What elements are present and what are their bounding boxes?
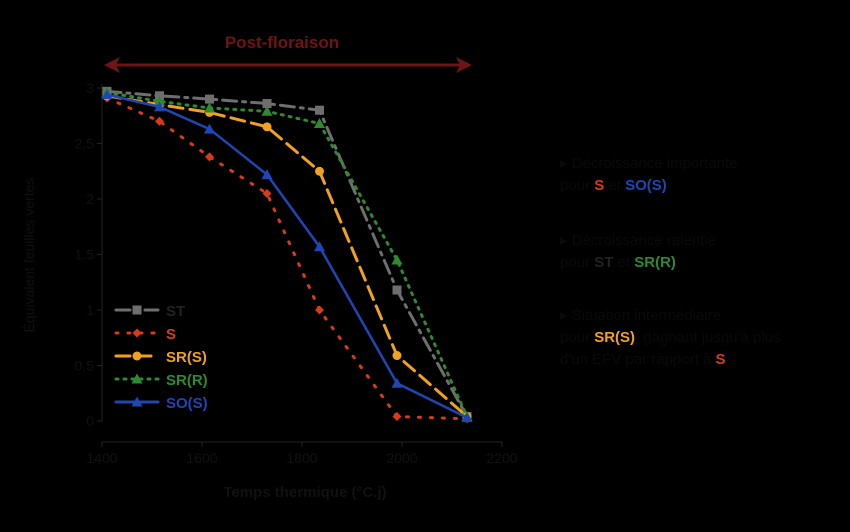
caret-right-icon: ▸	[560, 155, 568, 172]
data-point	[205, 94, 214, 104]
data-point	[391, 377, 403, 388]
x-tick-label: 2200	[486, 450, 517, 466]
series-sr-r-	[101, 86, 473, 422]
annotation-3-line2: pour SR(S), gagnant jusqu'à plus	[560, 327, 781, 349]
legend-label: ST	[166, 303, 185, 320]
data-point	[205, 152, 214, 162]
data-point	[314, 118, 325, 129]
data-point	[131, 373, 143, 384]
legend-item: SR(R)	[114, 372, 208, 389]
data-point	[461, 412, 473, 423]
data-point	[261, 105, 273, 116]
data-point	[392, 351, 402, 361]
post-flowering-arrow	[104, 57, 472, 73]
annotation-3-rest: , gagnant jusqu'à plus	[635, 329, 781, 346]
legend-item: S	[114, 326, 176, 343]
annotation-3-pour: pour	[560, 329, 595, 346]
annotation-3-s1: SR(S)	[594, 329, 636, 346]
series-sr-s-	[102, 91, 472, 422]
x-tick-label: 2000	[386, 450, 417, 466]
data-point	[392, 412, 402, 422]
legend-item: ST	[114, 303, 185, 320]
legend-label: SR(R)	[166, 372, 208, 389]
series-line	[105, 94, 469, 419]
x-axis-label: Temps thermique (°C.j)	[223, 484, 386, 501]
data-point	[154, 101, 165, 112]
legend-item: SO(S)	[114, 395, 208, 412]
y-tick-label: 2	[86, 191, 94, 207]
annotation-2-line2: pour ST et SR(R)	[560, 252, 716, 274]
data-point	[262, 99, 272, 109]
x-tick-label: 1600	[186, 450, 217, 466]
data-point	[261, 169, 273, 180]
data-point	[392, 285, 402, 295]
y-axis-label: Équivalent feuilles vertes	[21, 178, 37, 333]
x-tick-label: 1800	[286, 450, 317, 466]
y-tick-label: 2.5	[75, 136, 95, 152]
annotation-3-text: Situation intermédiaire	[571, 307, 721, 324]
data-point	[155, 116, 164, 126]
annotation-1-et: et	[604, 177, 626, 194]
caret-right-icon: ▸	[560, 307, 568, 324]
data-point	[204, 102, 215, 113]
annotation-2-text: Décroissance ralentie	[571, 232, 716, 249]
chart-title: Post-floraison	[225, 33, 339, 52]
annotation-2-s1: ST	[594, 254, 614, 271]
data-point	[391, 254, 403, 265]
axes: 0 0.5 1 1.5 2 2.5 3 1400 1600 1800 2000 2200	[75, 80, 518, 466]
data-point	[132, 328, 142, 338]
annotation-1-line1: ▸ Décroissance importante	[560, 153, 738, 175]
annotation-1-text: Décroissance importante	[571, 155, 738, 172]
data-point	[132, 351, 142, 361]
caret-right-icon: ▸	[560, 232, 568, 249]
annotation-3-line1: ▸ Situation intermédiaire	[560, 305, 781, 327]
series-st	[102, 86, 472, 422]
data-point	[315, 166, 324, 176]
data-point	[101, 89, 113, 100]
data-point	[315, 305, 324, 315]
data-point	[204, 123, 215, 134]
data-point	[155, 91, 164, 101]
annotation-3-line3: d'un EFV par rapport à S	[560, 349, 781, 371]
annotation-1: ▸ Décroissance importante pour S et SO(S…	[560, 153, 738, 197]
series-layer	[101, 86, 473, 424]
y-tick-label: 1	[86, 302, 94, 318]
series-so-s-	[101, 89, 473, 423]
y-tick-label: 1.5	[75, 247, 95, 263]
annotation-2-s2: SR(R)	[634, 254, 676, 271]
annotation-1-s1: S	[594, 177, 605, 194]
data-point	[262, 188, 272, 198]
y-tick-label: 0.5	[75, 358, 95, 374]
legend-label: SR(S)	[166, 349, 207, 366]
x-tick-label: 1400	[86, 450, 117, 466]
annotation-3: ▸ Situation intermédiaire pour SR(S), ga…	[560, 305, 781, 371]
data-point	[154, 95, 165, 106]
annotation-1-pour: pour	[560, 177, 595, 194]
y-tick-label: 0	[86, 413, 94, 429]
legend-label: S	[166, 326, 176, 343]
annotation-1-line2: pour S et SO(S)	[560, 175, 738, 197]
legend: ST S SR(S) SR(R) SO(S)	[114, 303, 208, 412]
data-point	[262, 122, 272, 132]
annotation-2-et: et	[613, 254, 635, 271]
data-point	[132, 305, 142, 315]
annotation-3-s2: S	[715, 351, 726, 368]
annotation-2-pour: pour	[560, 254, 595, 271]
annotation-3-line3-text: d'un EFV par rapport à	[560, 351, 716, 368]
data-point	[131, 396, 143, 407]
data-point	[314, 241, 325, 252]
annotation-2-line1: ▸ Décroissance ralentie	[560, 230, 716, 252]
annotation-1-s2: SO(S)	[625, 177, 667, 194]
annotation-2: ▸ Décroissance ralentie pour ST et SR(R)	[560, 230, 716, 274]
legend-label: SO(S)	[166, 395, 208, 412]
y-tick-label: 3	[86, 80, 94, 96]
legend-item: SR(S)	[114, 349, 207, 366]
data-point	[315, 105, 324, 115]
